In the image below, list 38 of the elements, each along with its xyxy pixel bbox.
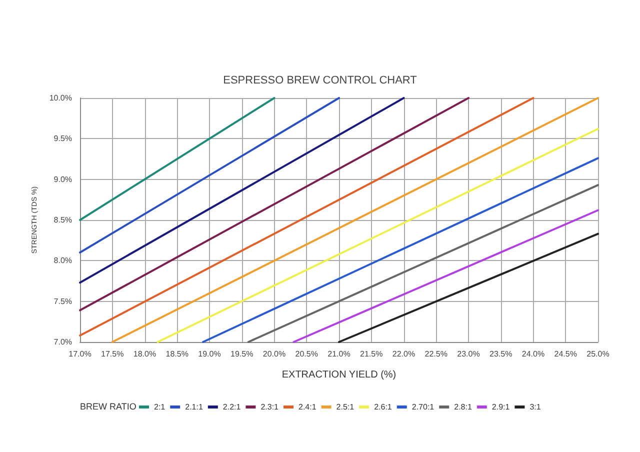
x-tick-label: 19.5% (230, 350, 254, 358)
x-tick-label: 22.0% (392, 350, 416, 358)
y-tick-label: 9.0% (54, 174, 72, 184)
legend-label: 2.8:1 (454, 402, 472, 412)
x-tick-label: 17.5% (101, 350, 124, 358)
y-tick-label: 10.0% (49, 94, 72, 102)
x-tick-label: 24.0% (522, 350, 545, 358)
y-tick-label: 8.5% (54, 216, 72, 224)
x-tick-label: 19.0% (198, 350, 221, 358)
x-tick-label: 21.0% (328, 350, 350, 358)
legend-label: 3:1 (530, 402, 542, 412)
x-tick-label: 22.5% (424, 350, 448, 358)
y-tick-label: 8.0% (54, 256, 72, 266)
legend-label: 2.3:1 (260, 402, 280, 412)
x-tick-label: 25.0% (586, 350, 610, 358)
y-tick-label: 7.0% (54, 338, 72, 346)
x-tick-label: 24.5% (554, 350, 577, 358)
legend-title: BREW RATIO (80, 402, 136, 412)
legend-label: 2:1 (154, 402, 166, 412)
legend-label: 2.1:1 (185, 402, 204, 412)
x-tick-label: 17.0% (68, 350, 92, 358)
x-tick-label: 18.0% (133, 350, 156, 358)
x-tick-label: 20.0% (262, 350, 286, 358)
x-tick-label: 18.5% (166, 350, 188, 358)
legend-label: 2.70:1 (412, 402, 435, 412)
chart-title: ESPRESSO BREW CONTROL CHART (223, 74, 418, 86)
x-tick-label: 20.5% (295, 350, 318, 358)
legend-label: 2.2:1 (222, 402, 242, 412)
legend-label: 2.6:1 (374, 402, 392, 412)
y-tick-label: 9.5% (54, 134, 72, 144)
y-tick-label: 7.5% (54, 296, 72, 306)
legend-label: 2.4:1 (298, 402, 317, 412)
x-axis-title: EXTRACTION YIELD (%) (282, 370, 396, 380)
x-tick-label: 23.0% (457, 350, 480, 358)
legend-label: 2.5:1 (336, 402, 355, 412)
x-tick-label: 21.5% (360, 350, 383, 358)
legend-label: 2.9:1 (492, 402, 510, 412)
x-tick-label: 23.5% (490, 350, 512, 358)
